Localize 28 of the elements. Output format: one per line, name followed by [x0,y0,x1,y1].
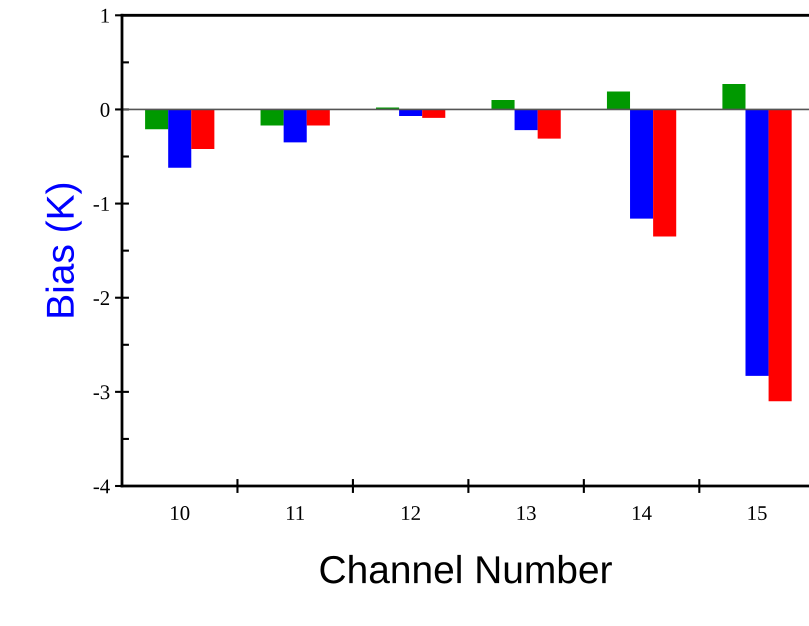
bar [191,109,214,149]
bar [514,109,538,130]
bar [168,109,192,168]
bar [284,109,307,142]
y-tick-label: -2 [94,291,110,305]
x-tick-label: 10 [171,506,190,520]
bar [306,109,330,126]
x-tick-label: 14 [632,506,652,520]
y-tick-label: -3 [94,385,110,400]
x-tick-label: 12 [402,506,420,520]
y-tick-label: 0 [100,102,110,117]
bar [630,109,654,219]
bar [145,109,168,130]
x-tick-label: 13 [518,506,536,520]
bar [722,84,746,110]
x-axis-title: Channel Number [320,554,612,584]
bar [260,109,284,126]
bar [745,109,769,376]
x-tick-label: 15 [748,506,767,520]
y-axis-title: Bias (K) [45,184,82,317]
bar [538,109,561,139]
x-tick-label: 11 [287,506,304,520]
bar [768,109,792,402]
bar [653,109,676,237]
bar [606,92,630,110]
y-tick-label: 1 [102,8,109,23]
y-tick-label: -4 [94,480,110,494]
y-tick-label: -1 [94,197,109,211]
